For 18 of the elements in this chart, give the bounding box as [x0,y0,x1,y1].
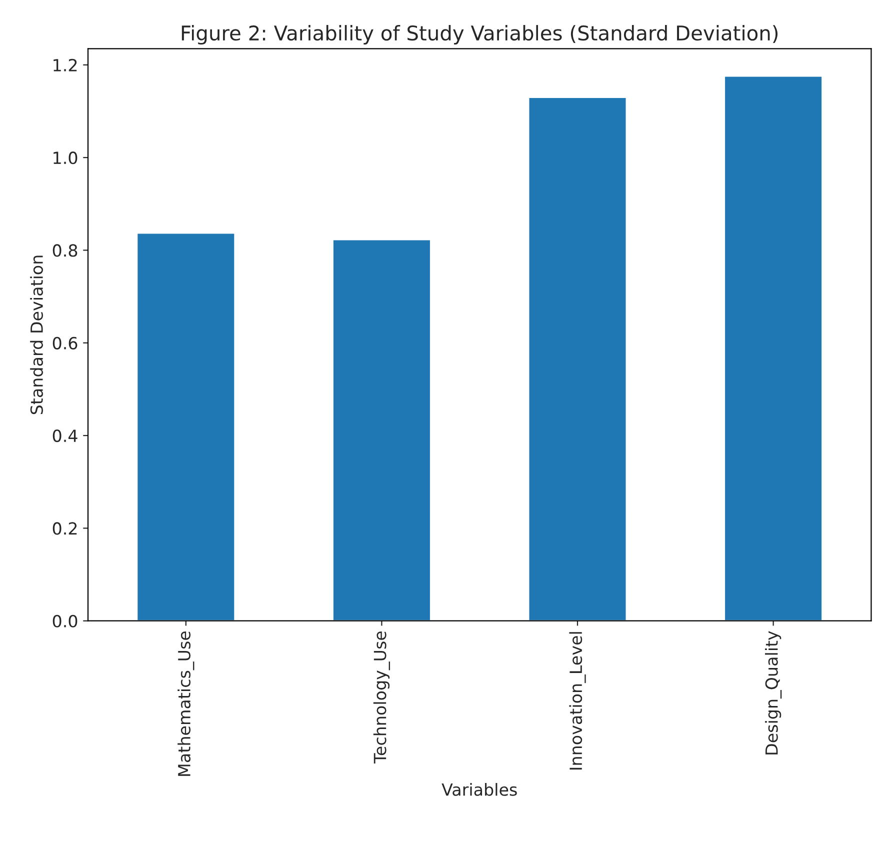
chart-title: Figure 2: Variability of Study Variables (Standard Deviation) [182,25,778,45]
y-tick-label: 1.2 [54,58,77,72]
bar [332,238,432,621]
x-tick-label: Innovation_Level [569,632,586,770]
y-tick-label: 1.0 [54,152,78,164]
x-tick-label: Mathematics_Use [178,631,194,776]
bar [724,75,823,621]
y-tick-label: 0.6 [52,336,78,350]
y-tick-label: 0.2 [52,522,77,535]
y-tick-label: 0.8 [52,244,78,257]
y-tick-label: 0.4 [52,430,78,442]
bar [136,232,236,621]
y-tick-label: 0.0 [52,614,78,628]
x-tick-label: Technology_Use [373,631,390,764]
x-axis-title: Variables [442,783,517,796]
y-axis-title: Standard Deviation [30,256,43,414]
bar [528,96,628,621]
x-tick-label: Design_Quality [765,631,782,754]
